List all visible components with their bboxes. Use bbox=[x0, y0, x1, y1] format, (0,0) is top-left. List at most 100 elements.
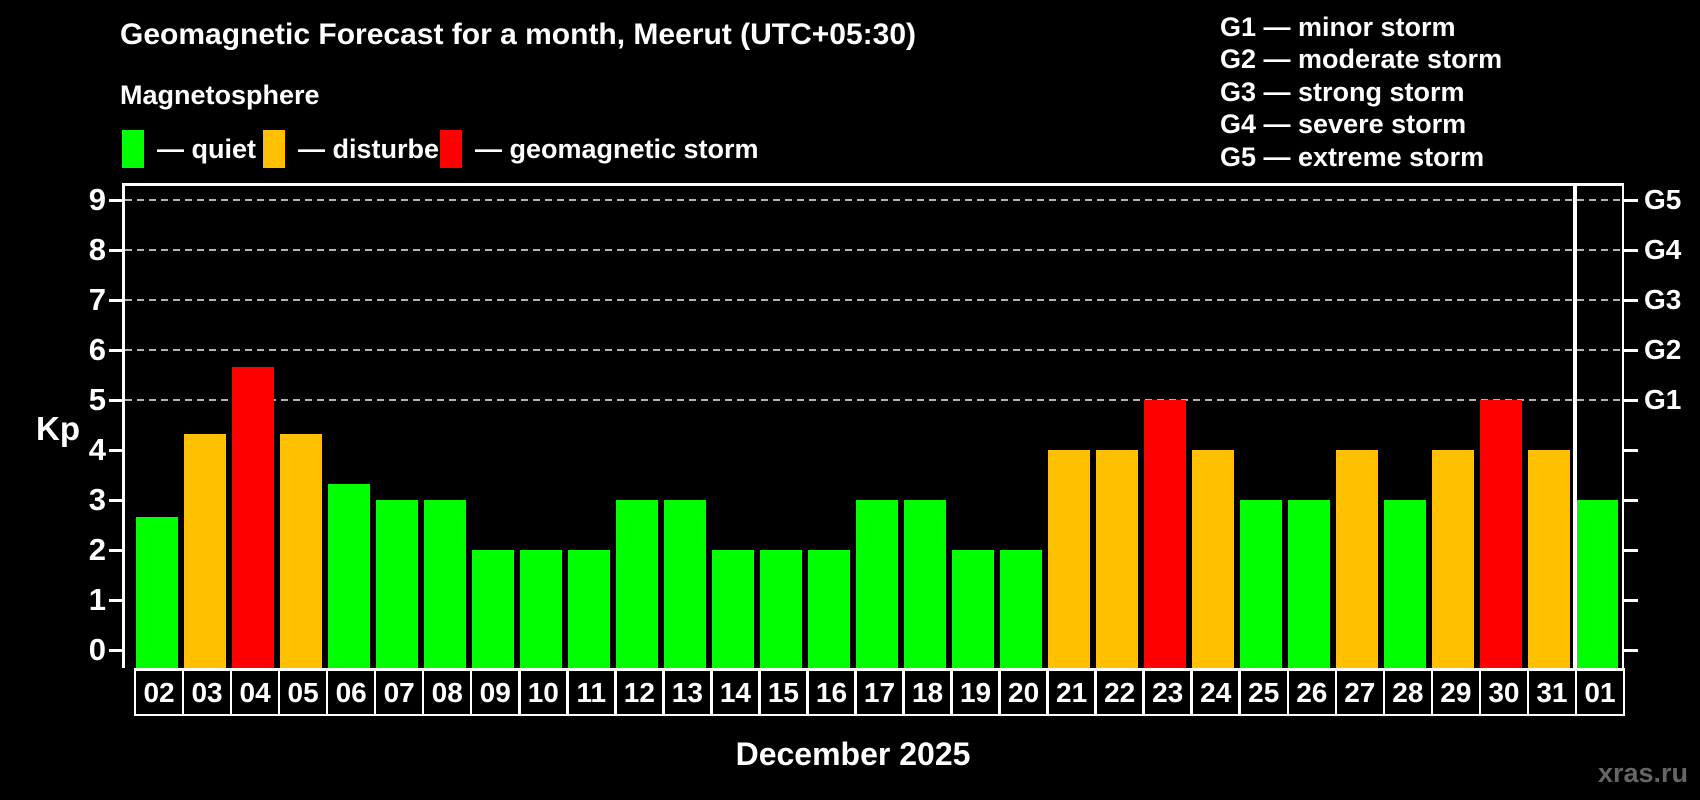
storm-swatch-icon bbox=[440, 130, 462, 168]
date-label-21: 21 bbox=[1056, 677, 1088, 708]
bar-07 bbox=[375, 500, 418, 669]
y-tick-right-8 bbox=[1621, 248, 1638, 252]
strip-separator bbox=[1382, 668, 1386, 716]
y-tick-left-5 bbox=[109, 398, 123, 402]
date-label-20: 20 bbox=[1008, 677, 1040, 708]
bar-11 bbox=[567, 550, 610, 669]
g-legend-line: G4 — severe storm bbox=[1220, 109, 1467, 140]
date-label-19: 19 bbox=[959, 677, 992, 708]
y-tick-right-2 bbox=[1621, 548, 1638, 552]
y-tick-left-7 bbox=[109, 298, 123, 302]
strip-top-line bbox=[134, 668, 1624, 671]
y-tick-right-5 bbox=[1621, 398, 1638, 402]
date-label-30: 30 bbox=[1488, 677, 1520, 708]
strip-separator bbox=[1574, 668, 1578, 716]
bar-12 bbox=[615, 500, 658, 669]
date-label-03: 03 bbox=[191, 677, 223, 708]
gridline-kp8 bbox=[125, 249, 1622, 251]
strip-separator bbox=[950, 668, 953, 716]
bar-16 bbox=[807, 550, 850, 669]
strip-separator bbox=[1526, 668, 1530, 716]
chart-title: Geomagnetic Forecast for a month, Meerut… bbox=[120, 18, 916, 51]
g-axis-label-G3: G3 bbox=[1644, 284, 1682, 315]
y-tick-label-8: 8 bbox=[88, 232, 106, 267]
date-label-28: 28 bbox=[1392, 677, 1424, 708]
bar-09 bbox=[471, 550, 514, 669]
g-legend-line: G1 — minor storm bbox=[1220, 12, 1456, 42]
disturbed-swatch-icon bbox=[263, 130, 285, 168]
date-label-02: 02 bbox=[143, 677, 175, 708]
bar-30 bbox=[1480, 400, 1523, 669]
date-label-25: 25 bbox=[1248, 677, 1280, 708]
strip-separator bbox=[662, 668, 665, 716]
bar-15 bbox=[759, 550, 802, 669]
gridline-kp6 bbox=[125, 349, 1622, 351]
y-tick-right-9 bbox=[1621, 198, 1638, 202]
bar-04 bbox=[231, 366, 274, 669]
watermark: xras.ru bbox=[1597, 758, 1688, 788]
plot-border-right bbox=[1621, 183, 1624, 668]
strip-separator bbox=[1622, 668, 1626, 716]
legend-item-quiet: — quiet bbox=[122, 130, 256, 168]
y-tick-left-0 bbox=[109, 648, 123, 652]
g-axis-label-G5: G5 bbox=[1644, 184, 1682, 215]
strip-separator bbox=[806, 668, 809, 716]
y-tick-right-4 bbox=[1621, 448, 1638, 452]
bar-17 bbox=[855, 500, 898, 669]
bar-02 bbox=[135, 516, 178, 669]
chart-subtitle: Magnetosphere bbox=[120, 80, 320, 110]
y-tick-right-7 bbox=[1621, 298, 1638, 302]
strip-separator bbox=[902, 668, 905, 716]
y-tick-left-3 bbox=[109, 498, 123, 502]
y-tick-left-8 bbox=[109, 248, 123, 252]
month-divider-line bbox=[1573, 185, 1577, 668]
y-tick-left-2 bbox=[109, 548, 123, 552]
strip-separator bbox=[181, 668, 185, 716]
bar-25 bbox=[1240, 500, 1283, 669]
date-label-18: 18 bbox=[911, 677, 944, 708]
strip-separator bbox=[1286, 668, 1290, 716]
date-label-08: 08 bbox=[431, 677, 463, 708]
date-label-15: 15 bbox=[767, 677, 799, 708]
bar-27 bbox=[1336, 450, 1379, 669]
date-label-17: 17 bbox=[863, 677, 896, 708]
gridline-kp7 bbox=[125, 299, 1622, 301]
x-axis-title: December 2025 bbox=[735, 736, 971, 772]
strip-separator bbox=[854, 668, 857, 716]
strip-bottom-line bbox=[134, 713, 1624, 716]
date-label-14: 14 bbox=[719, 677, 751, 708]
strip-separator bbox=[133, 668, 137, 716]
strip-separator bbox=[1478, 668, 1482, 716]
quiet-swatch-icon bbox=[122, 130, 144, 168]
y-tick-label-3: 3 bbox=[88, 482, 106, 517]
date-label-27: 27 bbox=[1344, 677, 1376, 708]
bar-29 bbox=[1432, 450, 1475, 669]
bar-26 bbox=[1288, 500, 1331, 669]
bar-08 bbox=[423, 500, 466, 669]
plot-border-top bbox=[122, 183, 1624, 186]
bar-13 bbox=[663, 500, 706, 669]
plot-border-left bbox=[122, 183, 125, 668]
bar-21 bbox=[1048, 450, 1091, 669]
y-tick-label-1: 1 bbox=[88, 582, 106, 617]
bar-03 bbox=[183, 433, 226, 669]
y-tick-left-6 bbox=[109, 348, 123, 352]
y-tick-label-6: 6 bbox=[88, 332, 106, 367]
strip-separator bbox=[1142, 668, 1145, 716]
bar-31 bbox=[1528, 450, 1571, 669]
gridline-kp5 bbox=[125, 399, 1622, 401]
bar-05 bbox=[279, 433, 322, 669]
strip-separator bbox=[758, 668, 761, 716]
y-tick-label-0: 0 bbox=[88, 632, 106, 667]
y-tick-right-1 bbox=[1621, 598, 1638, 602]
bar-23 bbox=[1144, 400, 1187, 669]
strip-separator bbox=[1238, 668, 1241, 716]
bar-06 bbox=[327, 483, 370, 669]
bar-20 bbox=[1000, 550, 1043, 669]
date-label-11: 11 bbox=[576, 677, 607, 708]
bar-24 bbox=[1192, 450, 1235, 669]
strip-separator bbox=[469, 668, 473, 716]
strip-separator bbox=[1334, 668, 1338, 716]
date-label-04: 04 bbox=[239, 677, 271, 708]
